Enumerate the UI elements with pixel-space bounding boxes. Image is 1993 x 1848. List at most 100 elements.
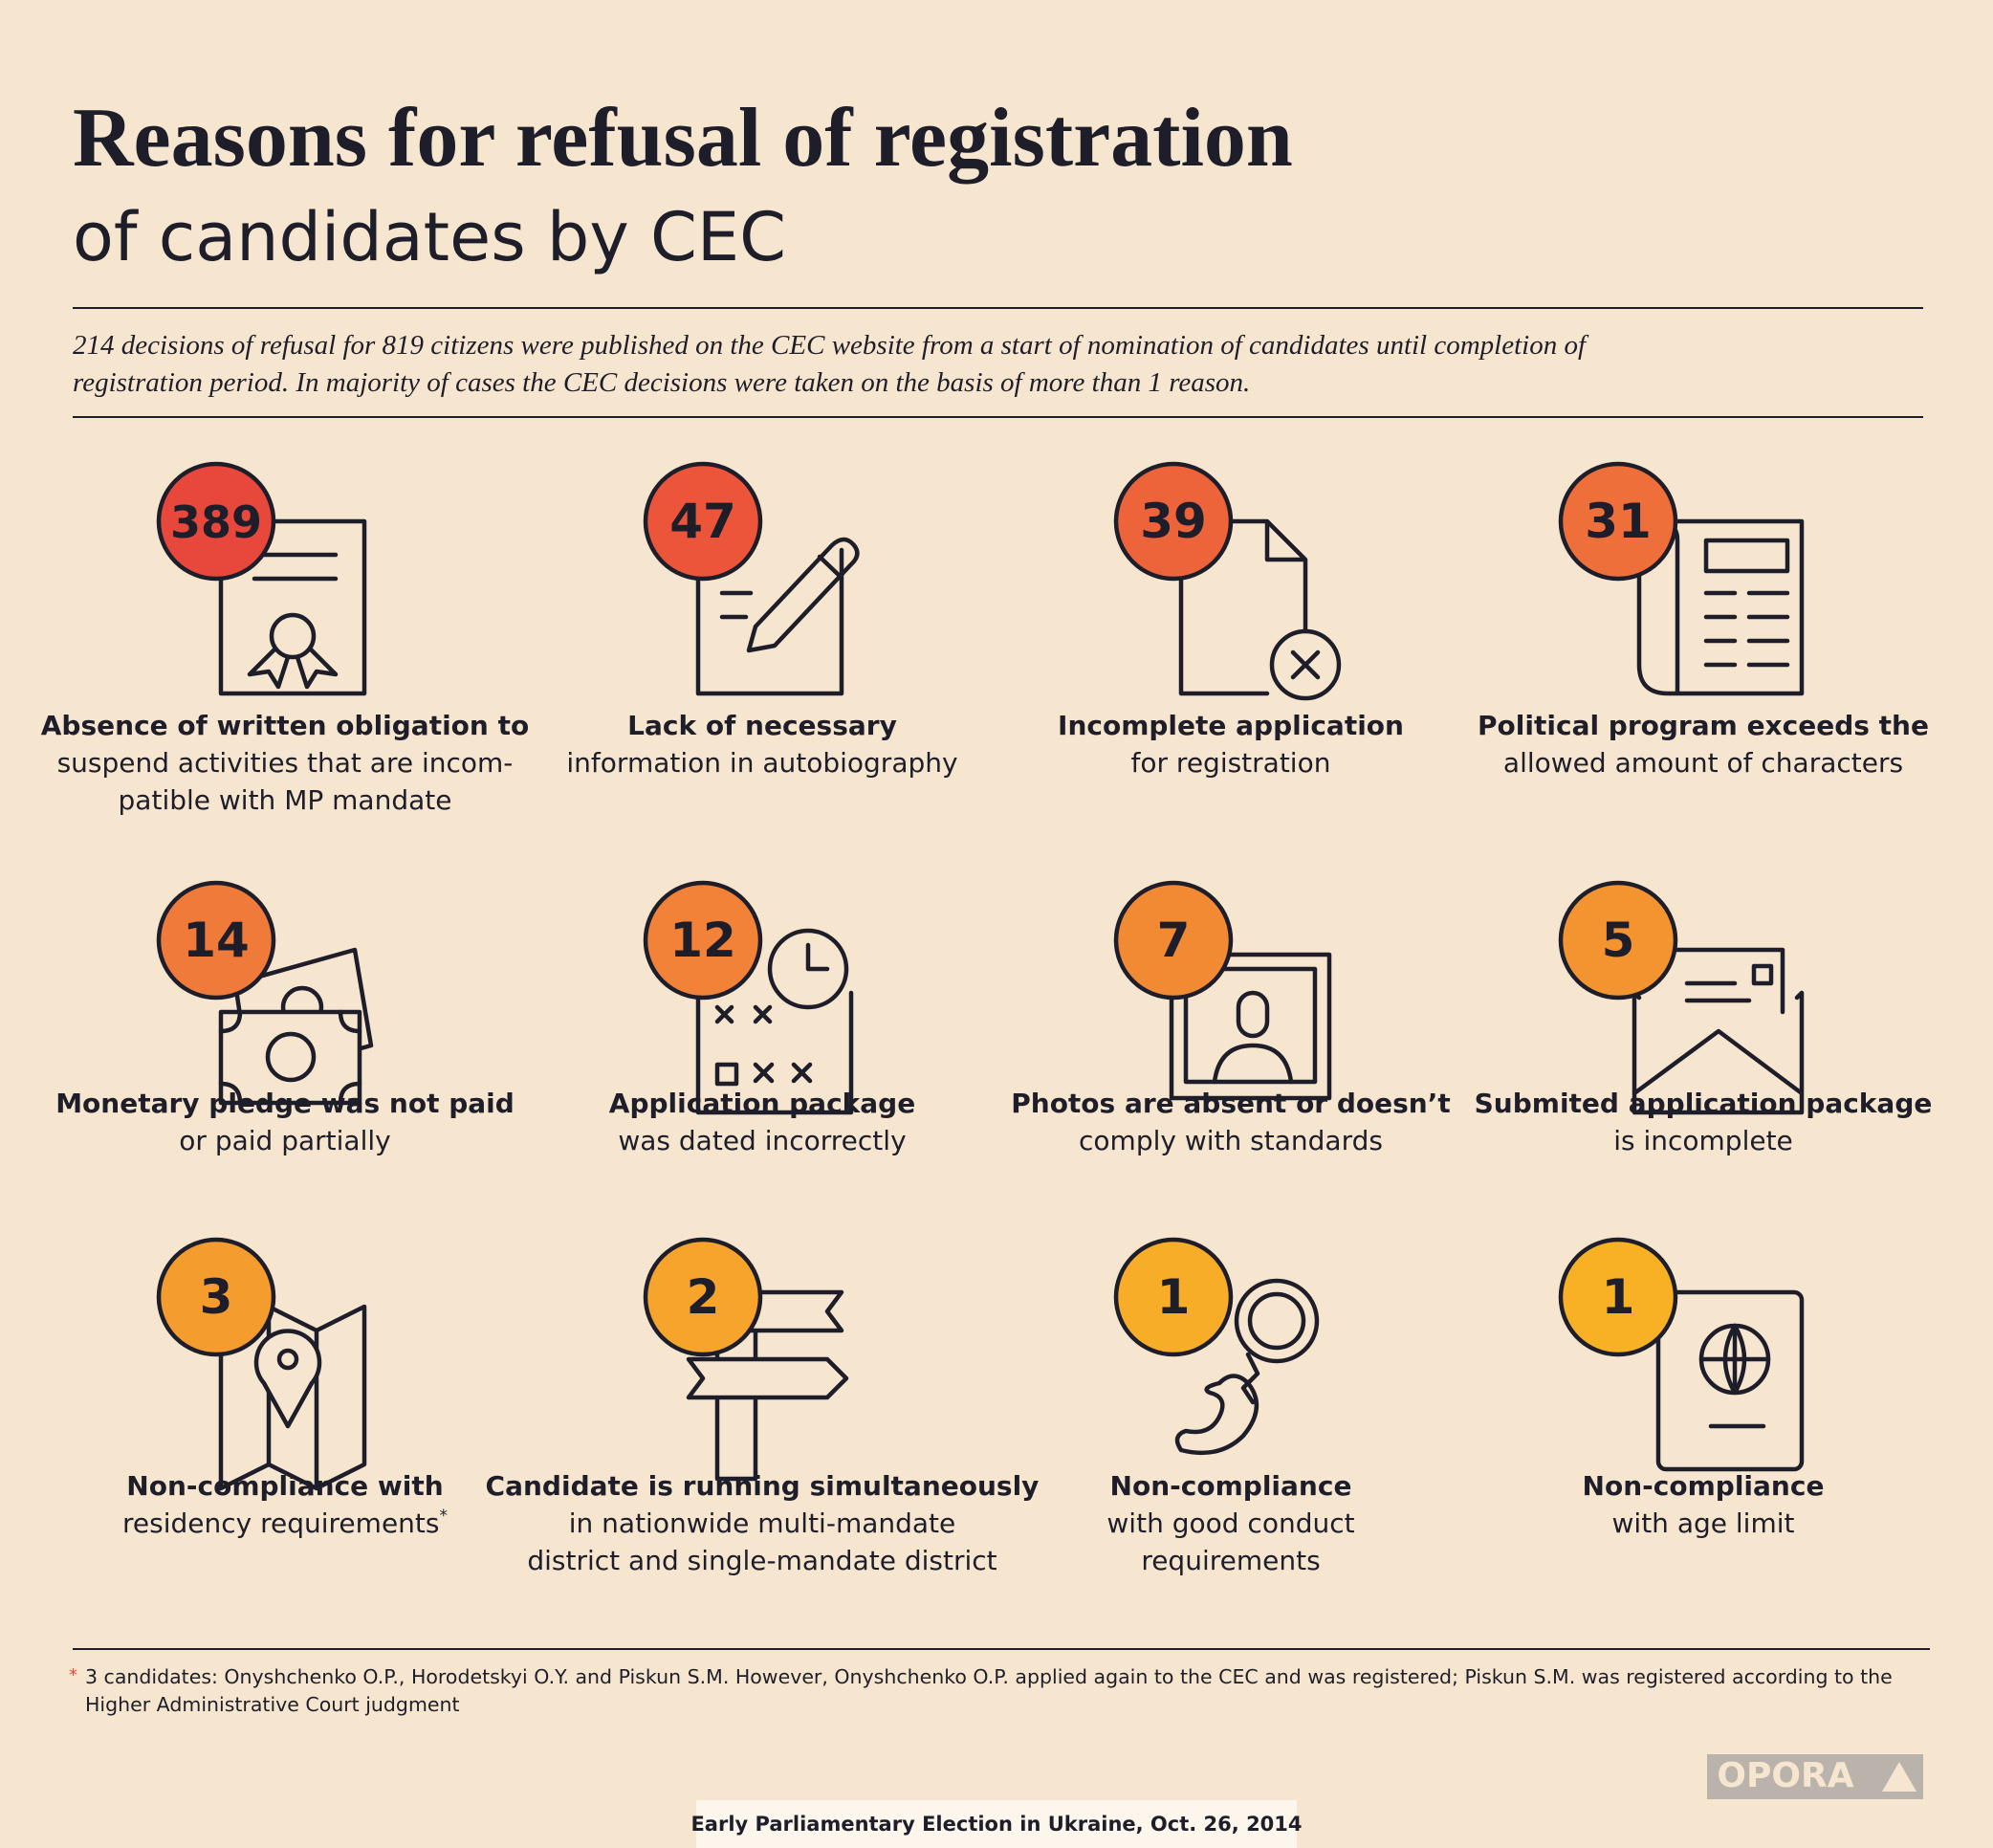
reason-text-part: or paid partially xyxy=(179,1125,390,1156)
logo: OPORA xyxy=(1717,1756,1853,1795)
reason-text: allowed amount of characters xyxy=(1503,747,1903,779)
icon xyxy=(1169,952,1332,1101)
reason-text: with age limit xyxy=(1612,1507,1795,1539)
reason-text-part: suspend activities that are incom- xyxy=(57,747,514,779)
reason-title: Absence of written obligation to xyxy=(41,710,529,741)
reason-title: Photos are absent or doesn’t xyxy=(1011,1088,1451,1119)
icon-part xyxy=(218,518,367,696)
icon xyxy=(1174,1278,1320,1456)
icon-part xyxy=(748,1289,844,1333)
icon-part xyxy=(1247,1291,1306,1351)
reason-text-part: with age limit xyxy=(1612,1507,1795,1539)
icon-part xyxy=(1174,1352,1260,1456)
icon-part xyxy=(218,1009,362,1106)
badge xyxy=(1558,1237,1678,1357)
reason-title: Political program exceeds the xyxy=(1478,710,1929,741)
reason-title: Non-compliance with xyxy=(126,1470,443,1502)
icon-part xyxy=(1212,1043,1294,1085)
reason-title: Non-compliance xyxy=(1583,1470,1825,1502)
icon xyxy=(218,1304,367,1491)
icon-part xyxy=(1290,649,1321,680)
reason-text: comply with standards xyxy=(1079,1125,1383,1156)
badge xyxy=(156,461,276,582)
reason-text: was dated incorrectly xyxy=(618,1125,906,1156)
reason-text-part: was dated incorrectly xyxy=(618,1125,906,1156)
badge xyxy=(643,461,763,582)
icon-part xyxy=(1698,1323,1771,1396)
reason-text: in nationwide multi-mandate xyxy=(569,1507,956,1539)
count: 7 xyxy=(1157,913,1191,968)
reason-text-part: for registration xyxy=(1131,747,1331,779)
reason-text-part: is incomplete xyxy=(1613,1125,1793,1156)
count: 5 xyxy=(1602,913,1635,968)
count: 31 xyxy=(1585,494,1652,549)
badge xyxy=(1113,461,1234,582)
icon-part xyxy=(1236,990,1270,1039)
badge xyxy=(1113,1237,1234,1357)
reason-text: with good conduct xyxy=(1106,1507,1354,1539)
icon-part xyxy=(218,1009,362,1106)
icon xyxy=(1178,518,1342,701)
reason-title: Candidate is running simultaneously xyxy=(486,1470,1040,1502)
reason-title: Submited application package xyxy=(1475,1088,1933,1119)
icon-part xyxy=(1684,980,1752,1003)
reason-text: residency requirements* xyxy=(122,1507,448,1539)
reason-text: for registration xyxy=(1131,747,1331,779)
reason-text-part: residency requirements xyxy=(122,1507,439,1539)
icon-part xyxy=(1183,966,1318,1085)
reason-title: Application package xyxy=(609,1088,915,1119)
reason-text: requirements xyxy=(1141,1545,1320,1576)
reason-text: is incomplete xyxy=(1613,1125,1793,1156)
reason-title: Monetary pledge was not paid xyxy=(55,1088,515,1119)
badge xyxy=(1558,461,1678,582)
footnote-ref: * xyxy=(439,1507,448,1526)
count: 1 xyxy=(1157,1269,1191,1325)
icon-part xyxy=(1632,990,1805,1115)
count: 3 xyxy=(200,1269,233,1325)
title: Reasons for refusal of registration xyxy=(73,92,1293,185)
icon-part xyxy=(686,1356,849,1400)
icon-part xyxy=(265,1031,317,1083)
subtitle: of candidates by CEC xyxy=(73,198,786,276)
logo-box xyxy=(1707,1754,1923,1799)
reason-text-part: requirements xyxy=(1141,1545,1320,1576)
footnote-line: 3 candidates: Onyshchenko O.P., Horodets… xyxy=(85,1665,1893,1688)
badge xyxy=(156,880,276,1001)
reason-title: Incomplete application xyxy=(1058,710,1404,741)
badge xyxy=(643,1237,763,1357)
reason-text-part: with good conduct xyxy=(1106,1507,1354,1539)
icon-part xyxy=(1703,590,1790,668)
badge xyxy=(1558,880,1678,1001)
footnote-mark: * xyxy=(69,1665,77,1685)
reason-title: Lack of necessary xyxy=(627,710,897,741)
icon-part xyxy=(253,1329,322,1429)
icon-part xyxy=(714,942,830,1087)
icon-part xyxy=(269,612,317,660)
icon xyxy=(695,928,854,1115)
badge xyxy=(1113,880,1234,1001)
reason-text-part: information in autobiography xyxy=(566,747,957,779)
count: 39 xyxy=(1140,494,1207,549)
intro-line: registration period. In majority of case… xyxy=(73,367,1250,398)
icon-part xyxy=(1703,538,1790,574)
reason-text: patible with MP mandate xyxy=(119,784,452,816)
icon xyxy=(218,947,374,1106)
reason-text: information in autobiography xyxy=(566,747,957,779)
count: 14 xyxy=(183,913,250,968)
count: 12 xyxy=(669,913,736,968)
badge xyxy=(156,1237,276,1357)
reason-title: Non-compliance xyxy=(1110,1470,1352,1502)
reason-text-part: comply with standards xyxy=(1079,1125,1383,1156)
count: 1 xyxy=(1602,1269,1635,1325)
reason-text-part: patible with MP mandate xyxy=(119,784,452,816)
reason-text: or paid partially xyxy=(179,1125,390,1156)
reason-text-part: in nationwide multi-mandate xyxy=(569,1507,956,1539)
icon-part xyxy=(1751,963,1774,986)
icon-part xyxy=(1178,518,1308,696)
reason-text-part: district and single-mandate district xyxy=(527,1545,996,1576)
icon xyxy=(218,518,367,696)
count: 389 xyxy=(170,496,262,548)
reason-text-part: allowed amount of characters xyxy=(1503,747,1903,779)
icon-part xyxy=(247,646,339,690)
